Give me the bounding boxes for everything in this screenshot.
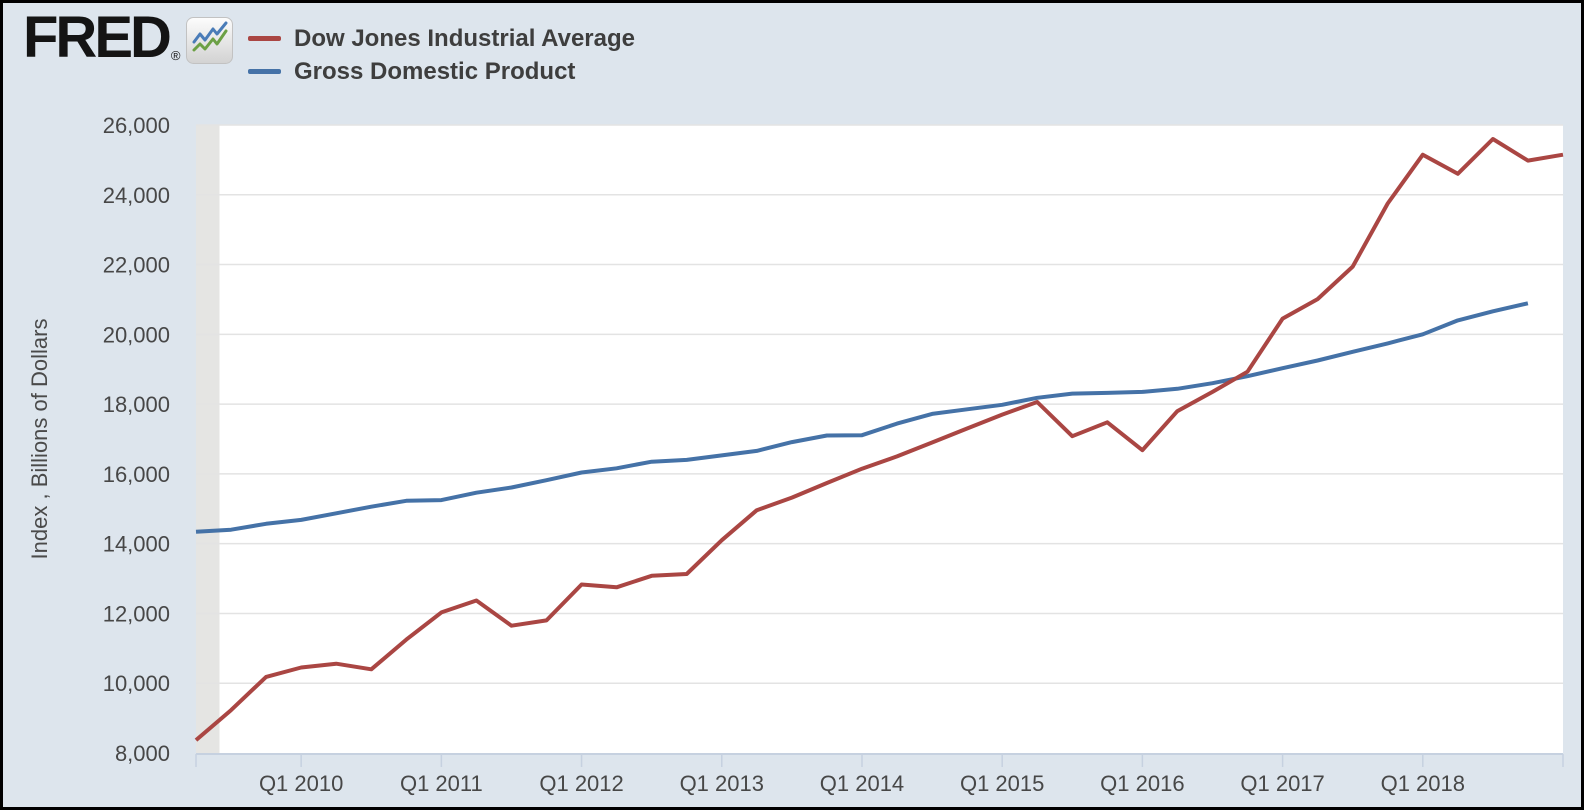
legend-item: Dow Jones Industrial Average — [248, 24, 635, 52]
x-tick-label: Q1 2015 — [960, 771, 1044, 796]
y-tick-label: 24,000 — [103, 183, 170, 208]
x-tick-label: Q1 2017 — [1240, 771, 1324, 796]
x-tick-label: Q1 2012 — [539, 771, 623, 796]
chart-area: 8,000 10,000 12,000 14,000 16,000 18,000 20,00… — [27, 113, 1564, 796]
fred-logo: FRED ® — [23, 5, 234, 70]
y-tick-label: 10,000 — [103, 671, 170, 696]
y-axis-title: Index , Billions of Dollars — [27, 319, 52, 560]
y-tick-label: 8,000 — [115, 741, 170, 766]
djia-line — [194, 137, 1564, 742]
y-tick-label: 18,000 — [103, 392, 170, 417]
gdp-line — [195, 301, 1529, 534]
line-chart-icon — [186, 17, 234, 64]
x-tick-label: Q1 2011 — [400, 771, 483, 796]
registered-trademark-mark: ® — [170, 48, 181, 63]
legend-swatch — [248, 36, 281, 41]
legend-swatch — [248, 69, 281, 74]
legend-item: Gross Domestic Product — [248, 57, 635, 85]
x-tick-label: Q1 2010 — [259, 771, 343, 796]
x-tick-label: Q1 2014 — [820, 771, 904, 796]
plot-area — [196, 125, 1563, 753]
y-tick-label: 26,000 — [103, 113, 170, 138]
legend-label: Gross Domestic Product — [294, 57, 576, 85]
y-tick-label: 12,000 — [103, 601, 170, 626]
x-tick-label: Q1 2013 — [680, 771, 764, 796]
legend-label: Dow Jones Industrial Average — [294, 24, 635, 52]
y-tick-label: 20,000 — [103, 322, 170, 347]
chart-header: FRED ® Dow Jones Industrial Average Gross… — [3, 3, 1581, 99]
y-tick-label: 22,000 — [103, 253, 170, 278]
y-tick-label: 14,000 — [103, 532, 170, 557]
x-tick-label: Q1 2016 — [1100, 771, 1184, 796]
legend: Dow Jones Industrial Average Gross Domest… — [248, 24, 635, 92]
y-tick-label: 16,000 — [103, 462, 170, 487]
recession-shading — [196, 125, 220, 753]
x-tick-label: Q1 2018 — [1381, 771, 1465, 796]
fred-logo-text: FRED — [23, 5, 172, 70]
